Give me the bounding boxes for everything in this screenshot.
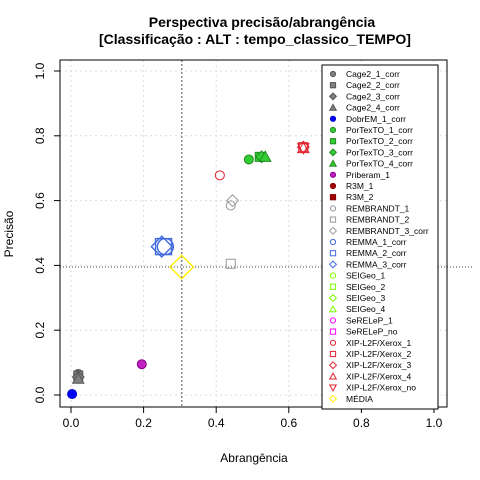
y-tick-label: 0.2	[33, 322, 47, 339]
legend-box	[321, 64, 439, 410]
data-point	[214, 170, 225, 181]
legend-marker	[328, 361, 338, 370]
legend-marker	[329, 126, 337, 134]
legend-marker	[329, 194, 337, 201]
data-point	[225, 194, 240, 208]
data-point	[225, 200, 236, 211]
x-tick-label: 0.4	[208, 416, 225, 430]
legend-label: PorTexTO_2_corr	[346, 136, 413, 146]
legend-marker	[328, 92, 338, 101]
legend-label: SEIGeo_2	[346, 282, 385, 292]
data-point	[136, 359, 147, 370]
y-tick-label: 0.4	[33, 257, 47, 274]
legend-marker	[329, 115, 337, 122]
data-point	[243, 154, 254, 165]
y-tick-label: 0.8	[33, 127, 47, 144]
legend-label: SeRELeP_no	[346, 327, 398, 337]
legend-label: XIP-L2F/Xerox_1	[346, 338, 411, 348]
legend-marker	[328, 148, 338, 157]
legend-marker	[329, 216, 337, 223]
y-axis-label: Precisão	[2, 210, 16, 257]
legend-marker	[328, 226, 338, 235]
legend-marker	[329, 70, 337, 78]
y-tick-label: 0.0	[33, 386, 47, 403]
legend-label: XIP-L2F/Xerox_3	[346, 360, 411, 370]
legend-label: SEIGeo_1	[346, 271, 385, 281]
data-point	[296, 143, 310, 155]
legend-label: Cage2_4_corr	[346, 103, 400, 113]
legend-marker	[329, 272, 337, 279]
legend-label: XIP-L2F/Xerox_4	[346, 371, 411, 381]
legend-marker	[329, 350, 337, 358]
legend-label: REMBRANDT_1	[346, 203, 410, 213]
y-tick-label: 0.6	[33, 192, 47, 209]
x-tick-label: 1.0	[426, 416, 443, 430]
legend-marker	[329, 205, 337, 212]
legend-marker	[329, 283, 337, 290]
legend-label: PorTexTO_3_corr	[346, 147, 413, 157]
legend-marker	[329, 82, 337, 89]
data-point	[225, 258, 236, 269]
legend-marker	[328, 304, 338, 313]
legend-label: REMMA_1_corr	[346, 237, 407, 247]
legend-marker	[329, 182, 337, 190]
legend-marker	[328, 159, 338, 167]
legend-marker	[328, 260, 338, 269]
legend-marker	[329, 250, 337, 257]
legend-marker	[328, 372, 338, 380]
legend-marker	[329, 328, 337, 335]
x-tick-label: 0.6	[280, 416, 297, 430]
chart-subtitle: [Classificação : ALT : tempo_classico_TE…	[99, 31, 411, 47]
legend-label: SEIGeo_4	[346, 304, 385, 314]
legend-label: Cage2_1_corr	[346, 69, 400, 79]
data-point	[67, 389, 78, 400]
legend-marker	[328, 293, 338, 303]
legend-label: REMMA_3_corr	[346, 259, 407, 269]
legend-label: REMBRANDT_3_corr	[346, 226, 429, 236]
legend-label: XIP-L2F/Xerox_2	[346, 349, 411, 359]
chart-title: Perspectiva precisão/abrangência	[149, 14, 376, 30]
x-tick-label: 0.8	[353, 416, 370, 430]
data-point	[150, 235, 174, 258]
legend-label: Cage2_2_corr	[346, 80, 400, 90]
y-tick-label: 1.0	[33, 62, 47, 79]
legend-marker	[329, 138, 337, 145]
legend-label: REMMA_2_corr	[346, 248, 407, 258]
legend-label: Priberam_1	[346, 170, 390, 180]
x-tick-label: 0.0	[63, 416, 80, 430]
legend-label: MÉDIA	[346, 394, 373, 404]
legend-label: PorTexTO_4_corr	[346, 159, 413, 169]
legend-label: R3M_1	[346, 181, 374, 191]
plot-area: 0.0 0.2 0.4 0.6 0.8 1.0 0.0 0.2 0.4 0.6 0.8 1.0	[33, 59, 472, 430]
legend-label: REMBRANDT_2	[346, 215, 410, 225]
legend-marker	[329, 317, 337, 324]
legend-marker	[329, 339, 337, 346]
x-axis-label: Abrangência	[220, 451, 288, 465]
x-tick-label: 0.2	[135, 416, 152, 430]
legend-label: SeRELeP_1	[346, 315, 393, 325]
legend-label: R3M_2	[346, 192, 374, 202]
legend-marker	[328, 384, 338, 392]
legend-label: PorTexTO_1_corr	[346, 125, 413, 135]
data-point	[71, 372, 85, 384]
legend-label: DobrEM_1_corr	[346, 114, 406, 124]
data-point	[169, 254, 195, 280]
legend-marker	[328, 103, 338, 111]
data-point	[258, 150, 272, 162]
legend-marker	[329, 171, 337, 178]
plot-frame	[59, 59, 448, 408]
legend-label: Cage2_3_corr	[346, 91, 400, 101]
data-point	[296, 141, 310, 154]
legend-marker	[329, 238, 337, 246]
legend-marker	[328, 394, 338, 403]
legend-label: XIP-L2F/Xerox_no	[346, 383, 416, 393]
legend-label: SEIGeo_3	[346, 293, 385, 303]
